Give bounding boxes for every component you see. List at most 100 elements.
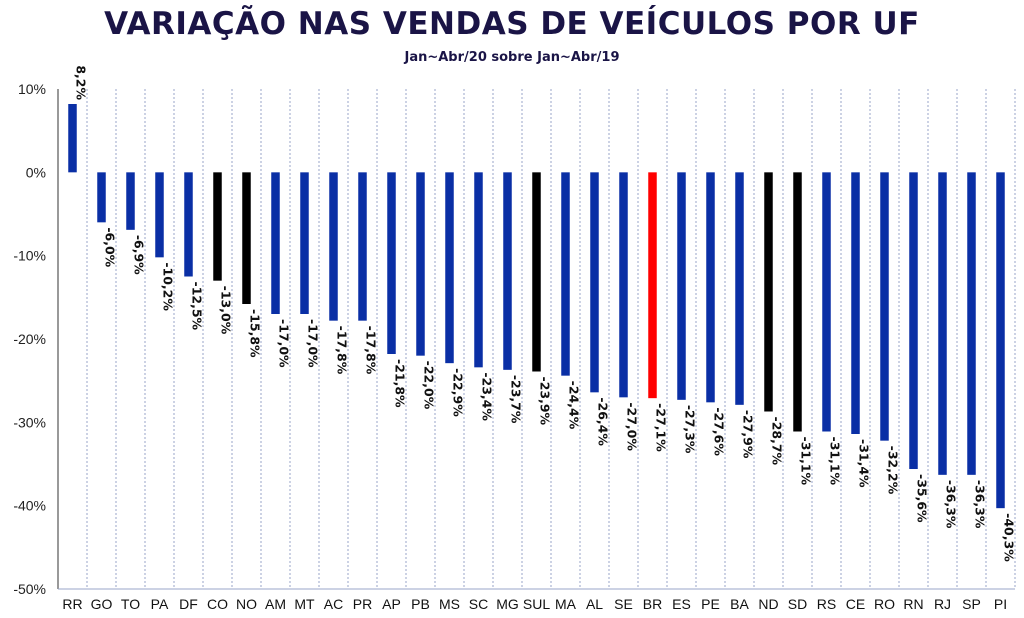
chart-axes: [57, 89, 1015, 590]
data-label: -36,3%: [944, 480, 959, 529]
bar-rn: [909, 172, 918, 470]
x-tick-label: MA: [555, 596, 577, 612]
data-labels: 8,2% -6,0% -6,9% -10,2% -12,5% -13,0% -15,8% -1…: [74, 65, 1017, 562]
data-label: -12,5%: [190, 282, 205, 331]
bar-ba: [735, 172, 744, 405]
x-tick-label: RS: [817, 596, 836, 612]
data-label: -27,3%: [683, 405, 698, 454]
chart-subtitle: Jan~Abr/20 sobre Jan~Abr/19: [404, 50, 620, 65]
data-label: -6,0%: [103, 227, 118, 267]
data-label: -21,8%: [393, 359, 408, 408]
x-tick-label: MS: [439, 596, 460, 612]
x-tick-label: RJ: [934, 596, 951, 612]
bar-ms: [445, 172, 454, 364]
data-label: -28,7%: [770, 417, 785, 466]
data-label: -23,9%: [538, 377, 553, 426]
data-label: -27,1%: [654, 403, 669, 452]
bar-br: [648, 172, 657, 399]
x-tick-label: AM: [265, 596, 286, 612]
data-label: -6,9%: [132, 235, 147, 275]
bar-es: [677, 172, 686, 400]
data-label: -10,2%: [161, 262, 176, 311]
bar-ma: [561, 172, 570, 376]
x-tick-label: CE: [846, 596, 865, 612]
x-tick-label: SD: [788, 596, 807, 612]
x-tick-label: PE: [701, 596, 720, 612]
data-label: -27,9%: [741, 410, 756, 459]
x-tick-label: PR: [353, 596, 372, 612]
x-tick-label: RN: [903, 596, 923, 612]
data-label: -26,4%: [596, 397, 611, 446]
data-label: -17,8%: [335, 326, 350, 375]
y-tick-label: -30%: [13, 414, 46, 430]
bar-co: [213, 172, 222, 281]
x-tick-label: SE: [614, 596, 633, 612]
x-tick-label: AL: [586, 596, 603, 612]
data-label: -15,8%: [248, 309, 263, 358]
data-label: -27,0%: [625, 402, 640, 451]
x-tick-label: MT: [294, 596, 315, 612]
y-tick-label: -10%: [13, 248, 46, 264]
bar-al: [590, 172, 599, 393]
chart-bars: [68, 104, 1005, 509]
data-label: -13,0%: [219, 286, 234, 335]
bar-mt: [300, 172, 309, 314]
x-tick-label: ND: [758, 596, 778, 612]
data-label: -27,6%: [712, 407, 727, 456]
x-tick-label: RO: [874, 596, 895, 612]
x-tick-label: PA: [151, 596, 169, 612]
bar-pb: [416, 172, 425, 356]
x-tick-label: SUL: [523, 596, 550, 612]
bar-se: [619, 172, 628, 398]
bar-sc: [474, 172, 483, 368]
data-label: -17,0%: [306, 319, 321, 368]
bar-go: [97, 172, 106, 223]
x-tick-label: AP: [382, 596, 401, 612]
bar-sul: [532, 172, 541, 372]
data-label: -32,2%: [886, 446, 901, 495]
x-tick-label: GO: [91, 596, 113, 612]
x-tick-label: AC: [324, 596, 343, 612]
bar-ce: [851, 172, 860, 435]
x-tick-label: NO: [236, 596, 257, 612]
data-label: -22,0%: [422, 361, 437, 410]
bar-df: [184, 172, 193, 277]
x-tick-label: PI: [994, 596, 1007, 612]
bar-am: [271, 172, 280, 314]
data-label: -24,4%: [567, 381, 582, 430]
x-axis-tick-labels: RR GO TO PA DF CO NO AM MT AC PR AP PB MS SC MG SUL MA AL S…: [62, 596, 1007, 612]
x-tick-label: ES: [672, 596, 691, 612]
bar-no: [242, 172, 251, 304]
bar-rj: [938, 172, 947, 475]
data-label: 8,2%: [74, 65, 89, 100]
x-tick-label: BR: [643, 596, 662, 612]
x-tick-label: SP: [962, 596, 981, 612]
x-tick-label: PB: [411, 596, 430, 612]
x-tick-label: TO: [121, 596, 140, 612]
x-tick-label: CO: [207, 596, 228, 612]
data-label: -31,1%: [828, 437, 843, 486]
data-label: -17,8%: [364, 326, 379, 375]
bar-pa: [155, 172, 164, 258]
y-tick-label: -40%: [13, 498, 46, 514]
bar-sd: [793, 172, 802, 432]
bar-pe: [706, 172, 715, 403]
data-label: -36,3%: [973, 480, 988, 529]
data-label: -22,9%: [451, 368, 466, 417]
bar-ac: [329, 172, 338, 321]
bar-sp: [967, 172, 976, 475]
data-label: -35,6%: [915, 474, 930, 523]
chart-grid: [86, 89, 1016, 589]
data-label: -17,0%: [277, 319, 292, 368]
bar-nd: [764, 172, 773, 412]
bar-rr: [68, 104, 77, 173]
data-label: -31,1%: [799, 437, 814, 486]
x-tick-label: RR: [62, 596, 82, 612]
bar-pi: [996, 172, 1005, 509]
x-tick-label: DF: [179, 596, 198, 612]
x-tick-label: BA: [730, 596, 749, 612]
data-label: -31,4%: [857, 439, 872, 488]
bar-ap: [387, 172, 396, 354]
x-tick-label: MG: [496, 596, 519, 612]
